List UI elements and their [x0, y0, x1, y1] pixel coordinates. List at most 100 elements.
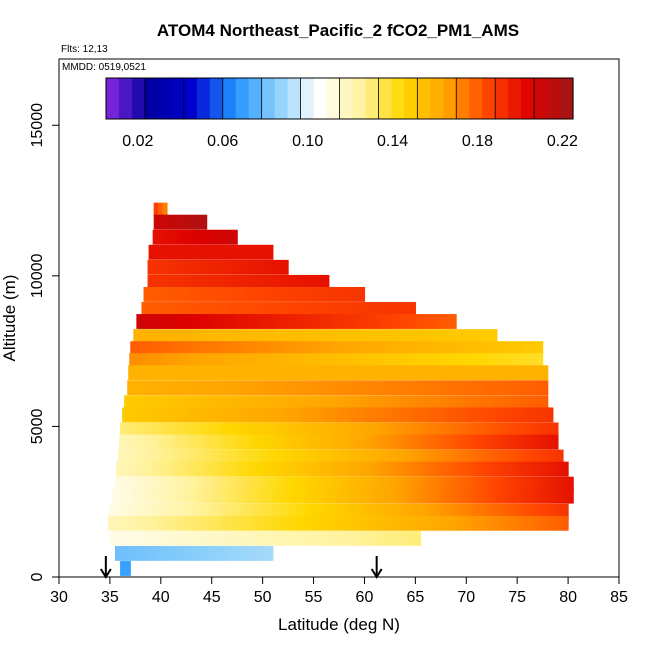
data-cell — [216, 503, 222, 519]
data-cell — [198, 341, 203, 357]
data-cell — [528, 515, 533, 531]
data-cell — [126, 449, 131, 465]
data-layer — [147, 274, 330, 290]
data-cell — [388, 488, 394, 504]
data-cell — [248, 274, 253, 290]
data-cell — [308, 286, 313, 302]
data-cell — [465, 476, 471, 492]
data-cell — [363, 395, 369, 411]
data-cell — [193, 329, 198, 344]
data-cell — [367, 380, 373, 396]
data-cell — [263, 380, 268, 396]
data-cell — [245, 353, 251, 369]
data-cell — [189, 353, 195, 369]
data-cell — [139, 515, 145, 531]
plot-frame — [58, 58, 620, 578]
data-cell — [394, 353, 399, 369]
data-cell — [380, 329, 386, 344]
data-cell — [300, 314, 305, 329]
data-cell — [528, 407, 534, 423]
colorbar-swatch — [118, 78, 133, 119]
data-cell — [473, 407, 478, 423]
data-cell — [399, 302, 404, 317]
data-cell — [127, 545, 132, 561]
data-cell — [232, 244, 238, 260]
data-cell — [136, 488, 141, 504]
data-cell — [379, 302, 384, 317]
data-cell — [506, 434, 511, 450]
data-cell — [196, 503, 202, 519]
data-cell — [321, 329, 326, 344]
data-cell — [204, 488, 209, 504]
data-cell — [216, 461, 221, 477]
data-cell — [254, 341, 259, 357]
data-cell — [436, 329, 442, 344]
data-cell — [276, 503, 282, 519]
data-cell — [422, 449, 428, 465]
data-cell — [300, 461, 305, 477]
data-cell — [218, 341, 223, 357]
data-cell — [284, 461, 289, 477]
data-cell — [532, 461, 537, 477]
data-cell — [188, 395, 193, 411]
data-cell — [226, 476, 232, 492]
data-cell — [246, 476, 252, 492]
data-cell — [354, 302, 360, 317]
data-cell — [126, 561, 131, 576]
data-cell — [403, 365, 409, 381]
data-cell — [190, 214, 196, 230]
data-cell — [148, 395, 153, 411]
data-cell — [224, 488, 229, 504]
data-cell — [565, 476, 570, 492]
data-cell — [370, 353, 375, 369]
data-cell — [272, 422, 278, 438]
data-cell — [382, 449, 388, 465]
data-cell — [398, 434, 403, 450]
data-cell — [153, 353, 158, 369]
data-cell — [481, 476, 487, 492]
data-cell — [251, 515, 257, 531]
data-cell — [501, 422, 507, 438]
data-cell — [420, 488, 426, 504]
data-cell — [247, 259, 253, 275]
data-cell — [254, 476, 260, 492]
data-cell — [284, 503, 290, 519]
data-cell — [250, 341, 255, 357]
data-cell — [201, 353, 207, 369]
data-cell — [325, 353, 331, 369]
data-cell — [332, 530, 338, 546]
data-cell — [447, 365, 453, 381]
data-cell — [204, 422, 210, 438]
dates-label: MMDD: 0519,0521 — [62, 62, 146, 73]
data-cell — [377, 476, 383, 492]
data-cell — [531, 395, 537, 411]
data-cell — [358, 449, 364, 465]
data-cell — [428, 503, 433, 519]
data-cell — [348, 503, 354, 519]
data-cell — [493, 476, 499, 492]
data-cell — [268, 286, 273, 302]
data-cell — [558, 449, 564, 465]
data-cell — [179, 545, 185, 561]
data-cell — [533, 488, 538, 504]
data-cell — [183, 515, 189, 531]
data-cell — [264, 259, 269, 275]
data-cell — [185, 353, 191, 369]
data-cell — [462, 353, 467, 369]
data-cell — [324, 286, 329, 302]
data-cell — [257, 530, 262, 546]
data-cell — [536, 461, 541, 477]
data-cell — [495, 380, 501, 396]
data-cell — [538, 353, 544, 369]
data-cell — [323, 395, 329, 411]
data-cell — [556, 515, 561, 531]
data-layer — [119, 434, 559, 450]
data-cell — [218, 476, 224, 492]
y-tick-label: 0 — [29, 572, 46, 581]
data-cell — [176, 461, 181, 477]
data-cell — [384, 329, 390, 344]
data-cell — [400, 461, 405, 477]
data-cell — [180, 488, 185, 504]
data-cell — [235, 515, 241, 531]
data-cell — [456, 461, 461, 477]
